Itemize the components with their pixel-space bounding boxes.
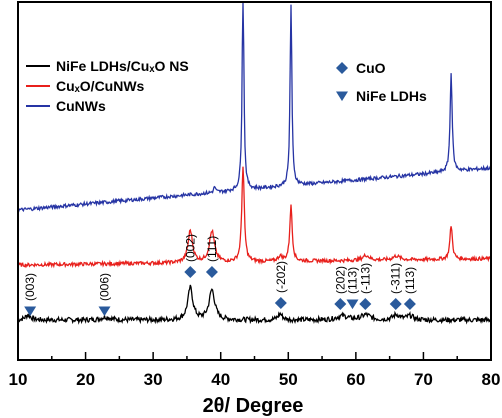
legend-marker-label: CuO [356, 60, 386, 76]
legend-entry-label: CuₓO/CuNWs [56, 78, 145, 94]
x-tick-label: 10 [9, 370, 28, 389]
cuo-diamond-marker [389, 298, 402, 310]
x-tick-label: 20 [76, 370, 95, 389]
cuo-diamond-marker [336, 62, 348, 74]
x-tick-label: 80 [482, 370, 501, 389]
peak-index-label: (003) [23, 273, 37, 301]
cuo-diamond-marker [184, 266, 197, 278]
peak-index-label: (113) [345, 267, 359, 294]
cuo-diamond-marker [334, 298, 347, 310]
peak-index-label: (-311) [389, 263, 403, 294]
nife-triangle-marker [24, 306, 37, 317]
legend-entry-label: NiFe LDHs/CuₓO NS [56, 58, 189, 74]
nife-triangle-marker [336, 91, 348, 102]
cuo-diamond-marker [205, 266, 218, 278]
x-axis-title: 2θ/ Degree [203, 395, 304, 417]
series-line-1 [17, 284, 492, 325]
x-tick-label: 30 [144, 370, 163, 389]
peak-index-label: (113) [403, 267, 417, 294]
peak-index-label: (111) [205, 236, 219, 262]
legend-entry-label: CuNWs [56, 98, 106, 114]
x-tick-label: 50 [279, 370, 298, 389]
series-line-3 [17, 1, 492, 213]
traces-group [17, 1, 492, 325]
plot-frame [17, 1, 492, 361]
cuo-diamond-marker [359, 298, 372, 310]
peak-markers-group: (003) (006)(002) (111)(-202) (202)(113)(-11… [23, 234, 417, 317]
peak-index-label: (-202) [274, 261, 288, 293]
peak-index-label: (-113) [358, 263, 372, 294]
nife-triangle-marker [346, 299, 359, 310]
legend-marker-label: NiFe LDHs [356, 88, 427, 104]
peak-index-label: (006) [97, 273, 111, 301]
axes-group [17, 1, 492, 361]
legend-group: NiFe LDHs/CuₓO NS CuₓO/CuNWs CuNWs CuO NiFe … [26, 58, 427, 114]
cuo-diamond-marker [274, 297, 287, 309]
peak-index-label: (202) [333, 266, 347, 294]
nife-triangle-marker [98, 306, 111, 317]
x-tick-label: 40 [211, 370, 230, 389]
series-line-2 [17, 166, 492, 269]
x-tick-label: 60 [346, 370, 365, 389]
peak-index-label: (002) [183, 234, 197, 262]
x-tick-label: 70 [414, 370, 433, 389]
tick-group: 10 20 30 40 50 60 70 80 [9, 352, 501, 389]
cuo-diamond-marker [403, 298, 416, 310]
